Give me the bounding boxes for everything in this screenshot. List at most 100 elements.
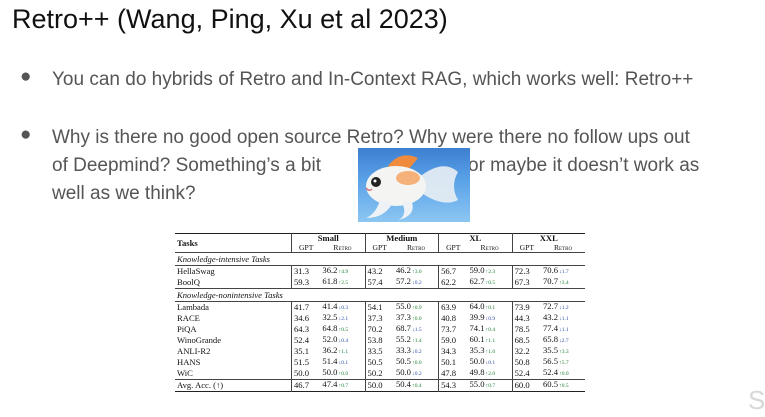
gpt-value: 70.2 [364, 324, 394, 335]
retro-delta: ↑0.7 [338, 383, 349, 389]
bullet-marker: ● [20, 66, 32, 87]
table-row: WinoGrande 52.4 52.0↓0.4 53.8 55.2↑1.4 59.0 60… [175, 335, 585, 346]
gpt-value: 64.3 [291, 324, 321, 335]
retro-cell: 52.0↓0.4 [320, 335, 365, 346]
retro-value: 52.4 [543, 367, 559, 377]
retro-value: 32.5 [322, 312, 338, 322]
retro-delta: ↓1.2 [559, 305, 569, 311]
gpt-value: 50.8 [511, 357, 541, 368]
subheader-retro: Retro [480, 243, 499, 252]
retro-value: 50.5 [395, 356, 411, 366]
retro-cell: 70.6↓1.7 [541, 266, 585, 278]
retro-cell: 68.7↓1.5 [394, 324, 439, 335]
retro-delta: ↓0.2 [411, 280, 422, 286]
retro-value: 43.2 [543, 312, 559, 322]
retro-delta: ↑0.0 [559, 371, 569, 377]
task-name: BoolQ [177, 277, 200, 287]
retro-cell: 52.4↑0.0 [541, 368, 585, 380]
retro-cell: 36.2↑4.9 [320, 266, 365, 278]
retro-value: 41.4 [322, 301, 338, 311]
gpt-value: 50.5 [364, 357, 394, 368]
retro-delta: ↓0.9 [485, 316, 496, 322]
tasks-header: Tasks [177, 237, 198, 248]
retro-delta: ↑4.9 [338, 269, 349, 275]
retro-delta: ↑0.5 [338, 327, 349, 333]
retro-value: 37.3 [395, 312, 411, 322]
retro-delta: ↓1.1 [559, 327, 569, 333]
retro-cell: 43.2↓1.1 [541, 313, 585, 324]
bullet-2-line-3: well as we think? [52, 183, 196, 204]
gpt-value: 50.0 [364, 379, 394, 392]
gpt-value: 41.7 [291, 301, 321, 313]
group-small: Small [291, 233, 366, 243]
table-row: HANS 51.5 51.4↓0.1 50.5 50.5↑0.0 50.1 50.0↓0.1… [175, 357, 585, 368]
retro-cell: 64.8↑0.5 [320, 324, 365, 335]
retro-cell: 36.2↑1.1 [320, 346, 365, 357]
gpt-value: 51.5 [291, 357, 321, 368]
retro-value: 60.5 [543, 379, 559, 389]
gpt-value: 54.3 [438, 379, 468, 392]
gpt-value: 50.0 [291, 368, 321, 380]
bullet-marker: ● [20, 124, 32, 145]
task-name: WiC [177, 368, 193, 378]
retro-value: 36.2 [322, 265, 338, 275]
retro-cell: 77.4↓1.1 [541, 324, 585, 335]
retro-cell: 37.3↑0.0 [394, 313, 439, 324]
retro-value: 39.9 [469, 312, 485, 322]
retro-cell: 49.8↑2.0 [467, 368, 512, 380]
retro-delta: ↓0.1 [485, 360, 496, 366]
gpt-value: 34.6 [291, 313, 321, 324]
gpt-value: 43.2 [364, 265, 394, 277]
retro-value: 56.5 [543, 356, 559, 366]
retro-cell: 32.5↓2.1 [320, 313, 365, 324]
subheader-gpt: GPT [364, 243, 394, 253]
retro-value: 64.0 [469, 301, 485, 311]
retro-value: 77.4 [543, 323, 559, 333]
task-name: RACE [177, 313, 200, 323]
retro-cell: 50.5↑0.0 [394, 357, 439, 368]
goldfish-icon [365, 155, 458, 220]
task-name: WinoGrande [177, 335, 222, 345]
task-name: PiQA [177, 324, 197, 334]
retro-cell: 61.8↑2.5 [320, 277, 365, 289]
retro-delta: ↑0.9 [411, 305, 422, 311]
gpt-value: 73.9 [511, 301, 541, 313]
retro-value: 50.4 [395, 379, 411, 389]
retro-value: 57.2 [395, 276, 411, 286]
gpt-value: 60.0 [511, 379, 541, 392]
retro-cell: 65.8↓2.7 [541, 335, 585, 346]
retro-delta: ↑0.4 [411, 383, 422, 389]
gpt-value: 33.5 [364, 346, 394, 357]
gpt-value: 62.2 [438, 277, 468, 289]
retro-cell: 50.0↓0.1 [467, 357, 512, 368]
retro-value: 61.8 [322, 276, 338, 286]
gpt-value: 52.4 [511, 368, 541, 380]
retro-delta: ↑2.0 [485, 371, 496, 377]
retro-cell: 70.7↑3.4 [541, 277, 585, 289]
retro-delta: ↓0.2 [411, 349, 422, 355]
table-row: HellaSwag 31.3 36.2↑4.9 43.2 46.2↑3.0 56.7 59.… [175, 265, 585, 278]
gpt-value: 32.2 [511, 346, 541, 357]
retro-value: 35.3 [469, 345, 485, 355]
retro-value: 50.0 [322, 367, 338, 377]
section-title: Knowledge-intensive Tasks [177, 254, 271, 264]
retro-delta: ↑2.3 [485, 269, 496, 275]
retro-value: 72.7 [543, 301, 559, 311]
retro-delta: ↑2.5 [338, 280, 349, 286]
subheader-retro: Retro [406, 243, 426, 252]
gpt-value: 57.4 [364, 277, 394, 289]
retro-cell: 59.0↑2.3 [467, 266, 512, 278]
retro-cell: 35.5↑3.3 [541, 346, 585, 357]
retro-value: 55.2 [395, 334, 411, 344]
retro-cell: 72.7↓1.2 [541, 302, 585, 314]
group-medium: Medium [364, 233, 439, 243]
task-name: Lambada [177, 302, 209, 312]
subheader-gpt: GPT [438, 243, 468, 253]
retro-cell: 35.3↑1.0 [467, 346, 512, 357]
retro-cell: 60.5↑0.5 [541, 380, 585, 392]
retro-delta: ↑0.5 [559, 383, 569, 389]
retro-value: 49.8 [469, 367, 485, 377]
bullet-2-line-1: Why is there no good open source Retro? … [52, 127, 690, 148]
gpt-value: 72.3 [511, 265, 541, 277]
retro-cell: 50.0↑0.0 [320, 368, 365, 380]
